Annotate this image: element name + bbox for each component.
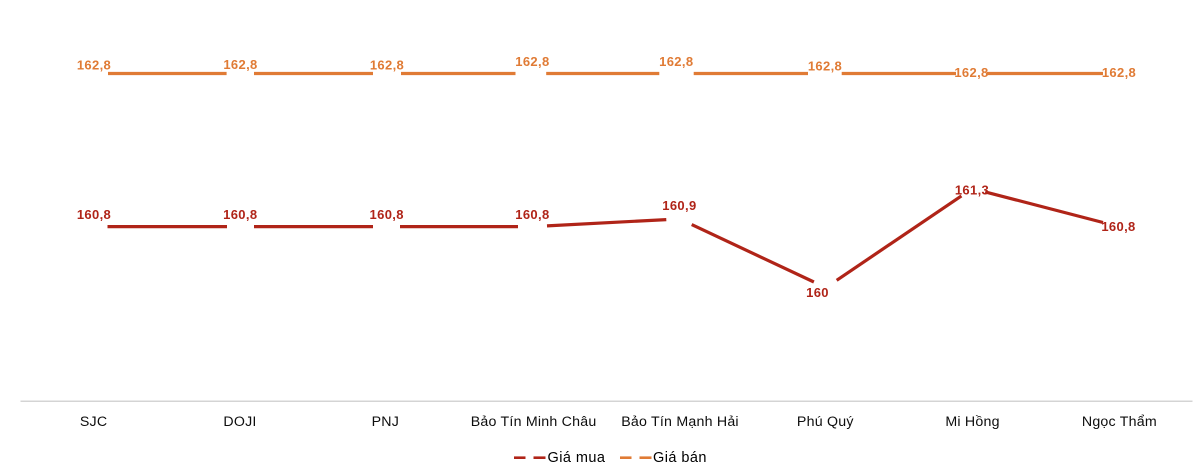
- svg-text:160,8: 160,8: [77, 207, 111, 222]
- svg-text:162,8: 162,8: [77, 58, 111, 73]
- svg-text:SJC: SJC: [80, 414, 107, 430]
- svg-text:162,8: 162,8: [954, 65, 988, 80]
- svg-text:160: 160: [806, 285, 829, 300]
- svg-text:160,9: 160,9: [662, 198, 696, 213]
- svg-text:162,8: 162,8: [223, 57, 257, 72]
- svg-text:Ngọc Thẩm: Ngọc Thẩm: [1082, 414, 1157, 430]
- svg-text:162,8: 162,8: [1102, 65, 1136, 80]
- svg-text:Phú Quý: Phú Quý: [797, 414, 854, 430]
- svg-text:Mi Hồng: Mi Hồng: [945, 414, 999, 430]
- svg-text:160,8: 160,8: [1101, 219, 1135, 234]
- svg-text:160,8: 160,8: [370, 207, 404, 222]
- svg-text:Giá mua: Giá mua: [548, 450, 606, 466]
- svg-text:162,8: 162,8: [659, 54, 693, 69]
- svg-text:Giá bán: Giá bán: [653, 450, 707, 466]
- svg-text:Bảo Tín Minh Châu: Bảo Tín Minh Châu: [471, 414, 597, 430]
- svg-text:162,8: 162,8: [370, 58, 404, 73]
- svg-text:160,8: 160,8: [223, 207, 257, 222]
- svg-text:PNJ: PNJ: [372, 414, 399, 430]
- svg-text:DOJI: DOJI: [223, 414, 256, 430]
- svg-text:162,8: 162,8: [515, 54, 549, 69]
- svg-text:161,3: 161,3: [955, 183, 989, 198]
- svg-text:160,8: 160,8: [515, 207, 549, 222]
- svg-text:Bảo Tín Mạnh Hải: Bảo Tín Mạnh Hải: [621, 414, 739, 430]
- svg-text:162,8: 162,8: [808, 59, 842, 74]
